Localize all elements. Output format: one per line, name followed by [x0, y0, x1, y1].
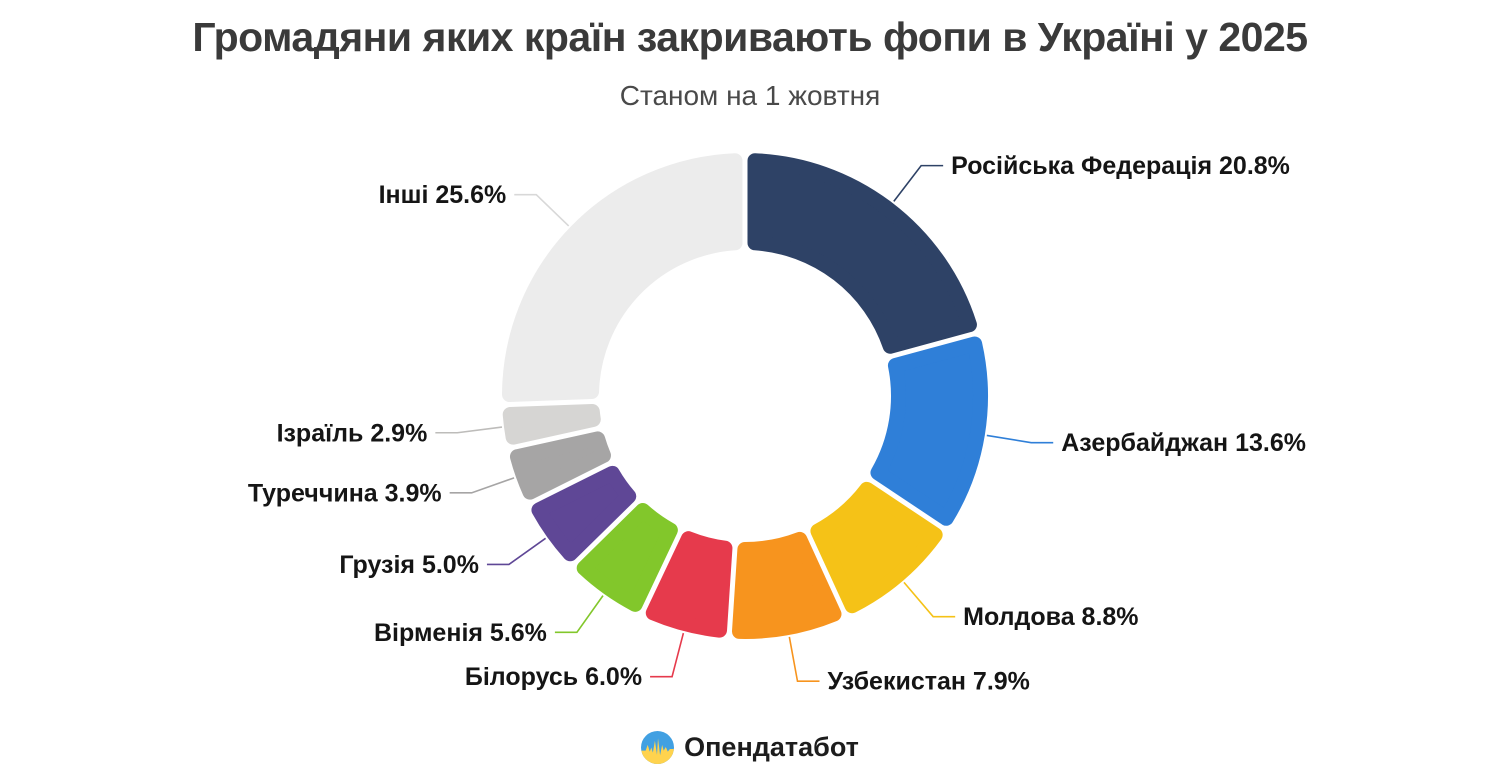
label-leader-line-5: [650, 632, 685, 678]
label-leader-line-7: [486, 537, 547, 566]
slice-label-7: Грузія 5.0%: [339, 551, 479, 579]
slice-label-6: Вірменія 5.6%: [374, 619, 547, 647]
donut-segment-5: [645, 531, 733, 638]
slice-label-4: Узбекистан 7.9%: [827, 668, 1029, 696]
donut-segment-7: [531, 465, 637, 562]
donut-segment-9: [502, 404, 601, 445]
label-leader-line-6: [554, 595, 604, 634]
donut-segment-3: [810, 481, 943, 614]
slice-label-2: Азербайджан 13.6%: [1061, 429, 1306, 457]
opendatabot-flag-circle-icon: [641, 731, 675, 764]
donut-segment-10: [502, 153, 743, 402]
chart-title: Громадяни яких країн закривають фопи в У…: [192, 14, 1308, 60]
donut-segment-6: [576, 502, 678, 612]
label-leader-line-2: [986, 434, 1054, 444]
slice-label-10: Інші 25.6%: [379, 181, 507, 209]
donut-segment-2: [870, 336, 988, 526]
donut-segment-1: [747, 153, 977, 354]
slice-label-9: Ізраїль 2.9%: [277, 419, 428, 447]
slice-label-3: Молдова 8.8%: [963, 603, 1138, 631]
donut-segment-4: [731, 531, 842, 639]
label-leader-line-8: [449, 477, 515, 494]
brand-name: Опендатабот: [684, 732, 859, 762]
slice-label-5: Білорусь 6.0%: [465, 663, 642, 691]
label-leader-line-4: [788, 636, 820, 683]
label-leader-line-9: [435, 426, 503, 434]
label-leader-line-3: [903, 581, 956, 618]
slice-label-1: Російська Федерація 20.8%: [951, 152, 1290, 180]
label-leader-line-10: [514, 193, 570, 227]
donut-segment-8: [509, 431, 611, 500]
slice-label-8: Туреччина 3.9%: [248, 479, 442, 507]
label-leader-line-1: [893, 164, 944, 202]
brand-footer: Опендатабот: [0, 731, 1500, 764]
chart-subtitle: Станом на 1 жовтня: [619, 80, 881, 111]
